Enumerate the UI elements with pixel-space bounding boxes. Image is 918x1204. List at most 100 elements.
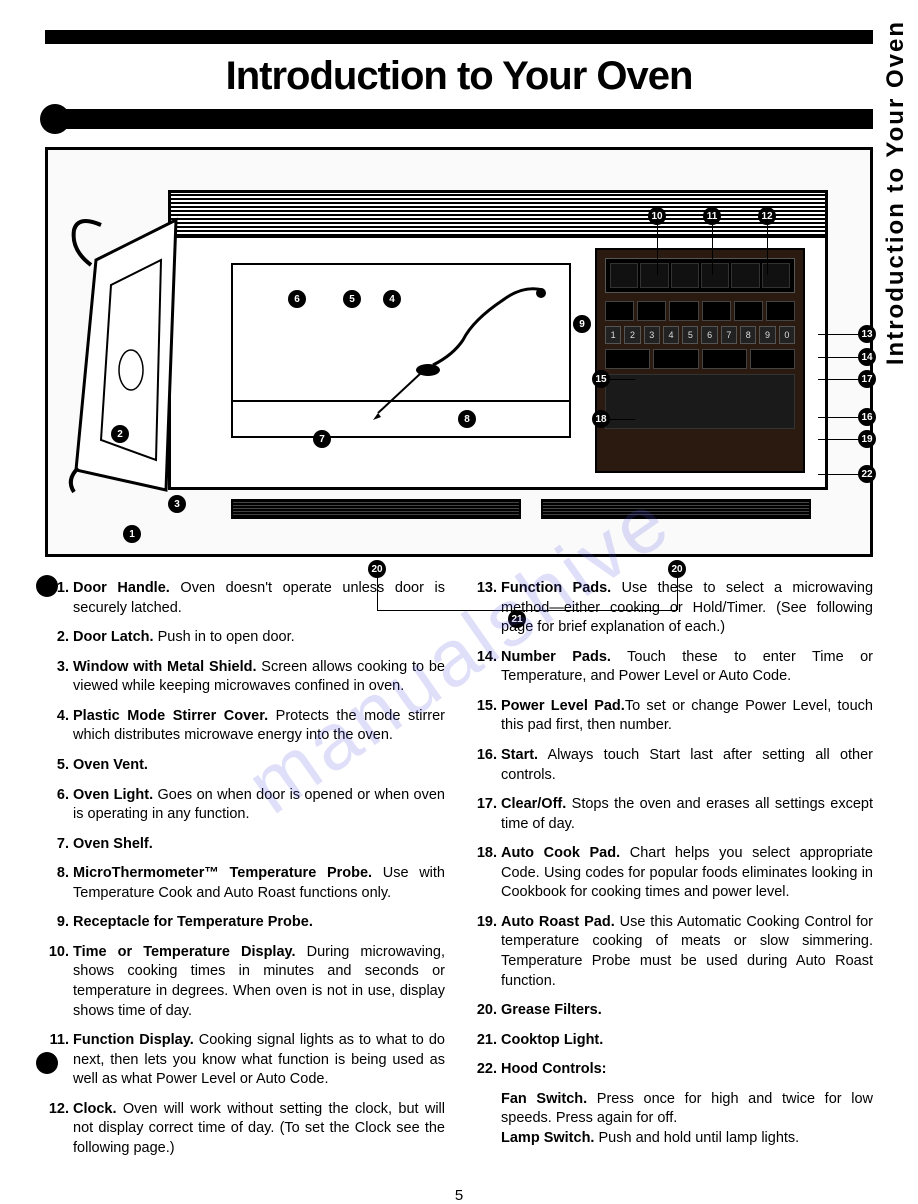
item-label: Auto Roast Pad. bbox=[501, 914, 615, 930]
list-item: 14.Number Pads. Touch these to enter Tim… bbox=[473, 648, 873, 687]
callout-9: 9 bbox=[573, 315, 591, 333]
item-number: 14. bbox=[473, 648, 501, 687]
page-number: 5 bbox=[45, 1187, 873, 1204]
item-label: Clock. bbox=[73, 1101, 117, 1117]
panel-label-area bbox=[605, 374, 795, 429]
callout-17: 17 bbox=[858, 370, 876, 388]
item-number: 3. bbox=[45, 658, 73, 697]
callout-12: 12 bbox=[758, 207, 776, 225]
item-text: Start. Always touch Start last after set… bbox=[501, 746, 873, 785]
leader-line bbox=[818, 439, 858, 440]
callout-4: 4 bbox=[383, 290, 401, 308]
item-text: Oven Vent. bbox=[73, 756, 445, 776]
item-label: Power Level Pad. bbox=[501, 698, 625, 714]
item-text: MicroThermometer™ Temperature Probe. Use… bbox=[73, 864, 445, 903]
number-pad-6: 6 bbox=[701, 326, 717, 344]
control-panel: 1234567890 bbox=[595, 248, 805, 473]
item-number: 21. bbox=[473, 1031, 501, 1051]
item-text: Receptacle for Temperature Probe. bbox=[73, 913, 445, 933]
oven-body: 1234567890 bbox=[168, 190, 828, 490]
list-item: 3.Window with Metal Shield. Screen allow… bbox=[45, 658, 445, 697]
list-item: 6.Oven Light. Goes on when door is opene… bbox=[45, 786, 445, 825]
list-item: 17.Clear/Off. Stops the oven and erases … bbox=[473, 795, 873, 834]
item-label: Clear/Off. bbox=[501, 796, 566, 812]
item-text: Door Latch. Push in to open door. bbox=[73, 628, 445, 648]
probe-illustration bbox=[373, 285, 553, 425]
leader-line bbox=[818, 357, 858, 358]
title-underline bbox=[45, 109, 873, 129]
callout-14: 14 bbox=[858, 348, 876, 366]
oven-diagram: 1234567890 12345678910111213141516171819… bbox=[45, 147, 873, 557]
item-text: Grease Filters. bbox=[501, 1001, 873, 1021]
list-item: 5.Oven Vent. bbox=[45, 756, 445, 776]
oven-cavity bbox=[231, 263, 571, 438]
callout-15: 15 bbox=[592, 370, 610, 388]
item-text: Oven Shelf. bbox=[73, 835, 445, 855]
leader-line bbox=[610, 379, 635, 380]
number-pad-4: 4 bbox=[663, 326, 679, 344]
leader-line bbox=[818, 474, 858, 475]
callout-13: 13 bbox=[858, 325, 876, 343]
item-number: 6. bbox=[45, 786, 73, 825]
item-number: 7. bbox=[45, 835, 73, 855]
item-label: Oven Vent. bbox=[73, 757, 148, 773]
item-number: 20. bbox=[473, 1001, 501, 1021]
number-pad-5: 5 bbox=[682, 326, 698, 344]
list-item: 11.Function Display. Cooking signal ligh… bbox=[45, 1031, 445, 1090]
hood-text: Fan Switch. Press once for high and twic… bbox=[501, 1090, 873, 1149]
right-column: 13.Function Pads. Use these to select a … bbox=[473, 579, 873, 1169]
page-title: Introduction to Your Oven bbox=[45, 54, 873, 99]
item-number: 12. bbox=[45, 1100, 73, 1159]
item-text: Function Display. Cooking signal lights … bbox=[73, 1031, 445, 1090]
item-label: Number Pads. bbox=[501, 649, 611, 665]
item-label: Time or Temperature Display. bbox=[73, 944, 296, 960]
item-label: Oven Light. bbox=[73, 787, 153, 803]
description-columns: 1.Door Handle. Oven doesn't operate unle… bbox=[45, 579, 873, 1169]
list-item: 15.Power Level Pad.To set or change Powe… bbox=[473, 697, 873, 736]
list-item: 20.Grease Filters. bbox=[473, 1001, 873, 1021]
item-number: 13. bbox=[473, 579, 501, 638]
callout-8: 8 bbox=[458, 410, 476, 428]
item-number: 2. bbox=[45, 628, 73, 648]
item-label: Window with Metal Shield. bbox=[73, 659, 256, 675]
oven-door bbox=[66, 220, 186, 495]
list-item: 10.Time or Temperature Display. During m… bbox=[45, 943, 445, 1021]
callout-11: 11 bbox=[703, 207, 721, 225]
item-label: Receptacle for Temperature Probe. bbox=[73, 914, 313, 930]
item-number: 4. bbox=[45, 707, 73, 746]
leader-line bbox=[818, 417, 858, 418]
leader-line bbox=[377, 610, 517, 611]
number-pad-1: 1 bbox=[605, 326, 621, 344]
item-label: Hood Controls: bbox=[501, 1061, 607, 1077]
item-text: Clear/Off. Stops the oven and erases all… bbox=[501, 795, 873, 834]
item-number: 9. bbox=[45, 913, 73, 933]
callout-19: 19 bbox=[858, 430, 876, 448]
number-pad-9: 9 bbox=[759, 326, 775, 344]
item-text: Hood Controls: bbox=[501, 1060, 873, 1080]
item-label: MicroThermometer™ Temperature Probe. bbox=[73, 865, 372, 881]
function-pad-row bbox=[605, 301, 795, 321]
list-item: 4.Plastic Mode Stirrer Cover. Protects t… bbox=[45, 707, 445, 746]
list-item: 9.Receptacle for Temperature Probe. bbox=[45, 913, 445, 933]
left-column: 1.Door Handle. Oven doesn't operate unle… bbox=[45, 579, 445, 1169]
list-item: 12.Clock. Oven will work without setting… bbox=[45, 1100, 445, 1159]
item-text: Cooktop Light. bbox=[501, 1031, 873, 1051]
callout-21: 21 bbox=[508, 610, 526, 628]
number-pad-3: 3 bbox=[644, 326, 660, 344]
item-text: Door Handle. Oven doesn't operate unless… bbox=[73, 579, 445, 618]
leader-line bbox=[610, 419, 635, 420]
item-number: 16. bbox=[473, 746, 501, 785]
list-item: 13.Function Pads. Use these to select a … bbox=[473, 579, 873, 638]
number-pad-0: 0 bbox=[779, 326, 795, 344]
callout-6: 6 bbox=[288, 290, 306, 308]
callout-16: 16 bbox=[858, 408, 876, 426]
item-text: Oven Light. Goes on when door is opened … bbox=[73, 786, 445, 825]
leader-line bbox=[767, 225, 768, 275]
item-number: 5. bbox=[45, 756, 73, 776]
number-pad-7: 7 bbox=[721, 326, 737, 344]
number-pad-row: 1234567890 bbox=[605, 326, 795, 344]
callout-10: 10 bbox=[648, 207, 666, 225]
item-text: Window with Metal Shield. Screen allows … bbox=[73, 658, 445, 697]
item-text: Power Level Pad.To set or change Power L… bbox=[501, 697, 873, 736]
list-item: 18.Auto Cook Pad. Chart helps you select… bbox=[473, 844, 873, 903]
